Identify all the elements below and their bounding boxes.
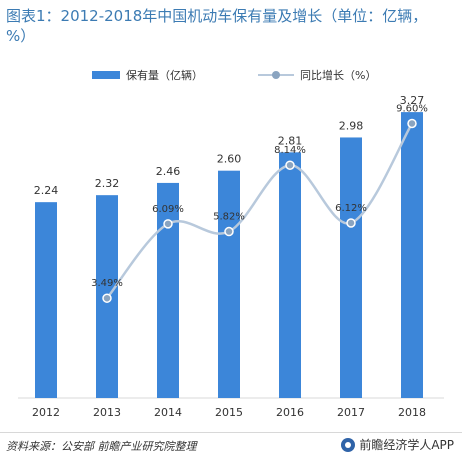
legend-line-swatch xyxy=(258,70,294,80)
x-tick-label: 2017 xyxy=(337,406,365,419)
bar xyxy=(401,112,423,398)
growth-value-label: 3.49% xyxy=(91,278,123,289)
bar xyxy=(157,182,179,398)
bar xyxy=(218,170,240,398)
growth-value-label: 8.14% xyxy=(274,145,306,156)
bar-value-label: 2.24 xyxy=(34,184,59,197)
bar xyxy=(35,202,57,398)
x-tick-label: 2016 xyxy=(276,406,304,419)
growth-point xyxy=(102,293,112,303)
brand: 前瞻经济学人APP xyxy=(341,436,454,453)
growth-point xyxy=(285,160,295,170)
bar-value-label: 2.98 xyxy=(339,119,364,132)
source-note: 资料来源：公安部 前瞻产业研究院整理 xyxy=(6,440,197,453)
bar-value-label: 2.32 xyxy=(95,177,120,190)
x-tick-label: 2012 xyxy=(32,406,60,419)
footer-divider xyxy=(0,432,462,433)
brand-logo-icon xyxy=(341,437,356,452)
bar xyxy=(340,137,362,398)
x-tick-label: 2018 xyxy=(398,406,426,419)
bar-value-label: 2.46 xyxy=(156,165,181,178)
growth-value-label: 9.60% xyxy=(396,103,428,114)
growth-value-label: 6.09% xyxy=(152,204,184,215)
x-tick-label: 2014 xyxy=(154,406,182,419)
bar-value-label: 2.81 xyxy=(278,134,303,147)
x-tick-label: 2015 xyxy=(215,406,243,419)
bar-value-label: 3.27 xyxy=(400,94,425,107)
legend-line-label: 同比增长（%） xyxy=(300,69,377,82)
legend-item-bar: 保有量（亿辆） xyxy=(92,67,203,83)
legend-item-line: 同比增长（%） xyxy=(258,67,376,83)
growth-point xyxy=(163,219,173,229)
growth-point xyxy=(407,118,417,129)
growth-value-label: 5.82% xyxy=(213,212,245,223)
legend-bar-label: 保有量（亿辆） xyxy=(126,69,203,82)
brand-label: 前瞻经济学人APP xyxy=(359,438,454,452)
bar xyxy=(279,152,301,398)
growth-point xyxy=(224,226,234,237)
growth-point xyxy=(346,218,356,228)
legend-bar-swatch xyxy=(92,71,120,79)
legend: 保有量（亿辆） 同比增长（%） xyxy=(0,67,462,83)
growth-value-label: 6.12% xyxy=(335,203,367,214)
chart-title: 图表1：2012-2018年中国机动车保有量及增长（单位：亿辆，%） xyxy=(6,7,428,45)
bar-value-label: 2.60 xyxy=(217,153,242,166)
x-tick-label: 2013 xyxy=(93,406,121,419)
